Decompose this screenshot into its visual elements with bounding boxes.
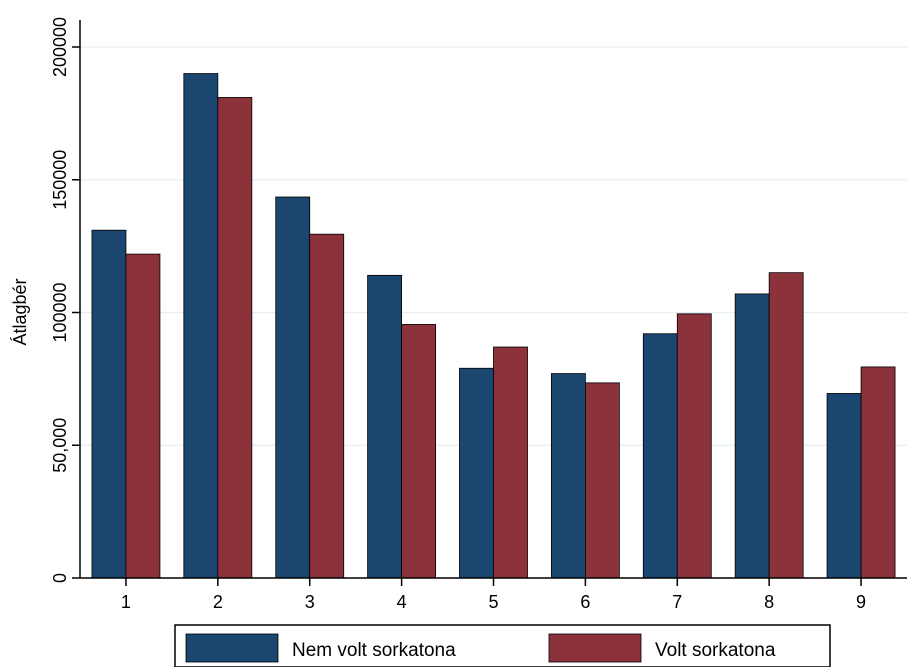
legend-swatch xyxy=(548,633,642,663)
x-tick-label: 6 xyxy=(580,592,590,612)
bar-nem-volt-sorkatona-9 xyxy=(826,393,862,579)
y-tick-label: 150000 xyxy=(50,150,70,210)
x-tick-label: 5 xyxy=(488,592,498,612)
bar-nem-volt-sorkatona-7 xyxy=(642,333,678,579)
x-tick-label: 3 xyxy=(305,592,315,612)
x-tick-label: 9 xyxy=(856,592,866,612)
legend-swatch xyxy=(185,633,279,663)
bar-volt-sorkatona-3 xyxy=(309,233,345,579)
bar-nem-volt-sorkatona-8 xyxy=(734,293,770,579)
x-tick-label: 8 xyxy=(764,592,774,612)
bar-nem-volt-sorkatona-1 xyxy=(91,229,127,579)
bar-volt-sorkatona-1 xyxy=(125,253,161,579)
bar-volt-sorkatona-4 xyxy=(401,324,437,579)
x-tick-label: 4 xyxy=(397,592,407,612)
y-tick-label: 0 xyxy=(50,573,70,583)
y-ticks: 0 50,000 100000 150000 200000 xyxy=(50,17,80,583)
legend-label: Nem volt sorkatona xyxy=(292,640,456,661)
x-tick-label: 7 xyxy=(672,592,682,612)
bar-nem-volt-sorkatona-4 xyxy=(367,274,403,579)
legend-box xyxy=(174,624,831,667)
bar-nem-volt-sorkatona-5 xyxy=(459,367,494,579)
bar-volt-sorkatona-5 xyxy=(493,346,528,579)
bar-volt-sorkatona-8 xyxy=(768,272,804,579)
bar-volt-sorkatona-6 xyxy=(584,382,620,579)
y-axis-title: Átlagbér xyxy=(10,278,30,345)
legend-label: Volt sorkatona xyxy=(655,640,776,661)
y-tick-label: 100000 xyxy=(50,282,70,342)
x-tick-label: 1 xyxy=(121,592,131,612)
bar-nem-volt-sorkatona-6 xyxy=(550,373,586,579)
bar-nem-volt-sorkatona-3 xyxy=(275,196,311,579)
x-ticks: 1 2 3 4 5 6 7 8 9 xyxy=(121,578,866,612)
bar-volt-sorkatona-9 xyxy=(860,366,896,579)
bar-volt-sorkatona-7 xyxy=(676,313,712,579)
y-tick-label: 50,000 xyxy=(50,418,70,473)
bars xyxy=(91,73,896,579)
bar-nem-volt-sorkatona-2 xyxy=(183,73,219,579)
x-tick-label: 2 xyxy=(213,592,223,612)
bar-volt-sorkatona-2 xyxy=(217,97,253,579)
legend: Nem volt sorkatona Volt sorkatona xyxy=(174,624,831,667)
y-tick-label: 200000 xyxy=(50,17,70,77)
